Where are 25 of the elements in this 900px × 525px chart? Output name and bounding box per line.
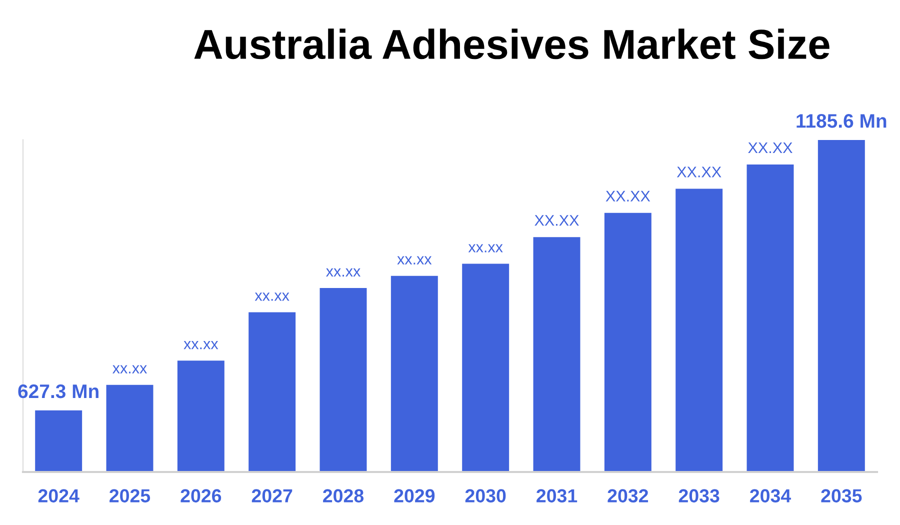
data-label: xx.xx [112,365,147,374]
data-label: 627.3 Mn [18,384,98,398]
x-tick-label: 2024 [38,489,80,502]
data-label: 1185.6 Mn [796,114,886,128]
x-tick-label: 2027 [252,489,292,502]
x-tick-label: 2026 [180,489,222,502]
x-tick-label: 2034 [750,489,792,502]
data-label: xx.xx [326,268,360,276]
x-tick-label: 2029 [394,489,435,502]
x-tick-label: 2032 [608,489,648,502]
data-label: XX.XX [606,190,650,202]
data-label: xx.xx [397,256,432,264]
chart-title: Australia Adhesives Market Size [194,28,830,60]
x-tick-label: 2033 [678,489,720,502]
data-label: xx.xx [254,292,290,301]
data-label: xx.xx [468,244,503,252]
x-tick-label: 2035 [821,489,862,502]
x-tick-label: 2025 [110,489,150,502]
data-label: XX.XX [676,166,722,178]
data-label: XX.XX [534,215,579,226]
x-tick-label: 2030 [465,489,506,502]
x-tick-label: 2031 [536,489,578,502]
data-label: XX.XX [748,142,792,153]
x-tick-label: 2028 [323,489,364,502]
data-label: xx.xx [184,341,218,350]
